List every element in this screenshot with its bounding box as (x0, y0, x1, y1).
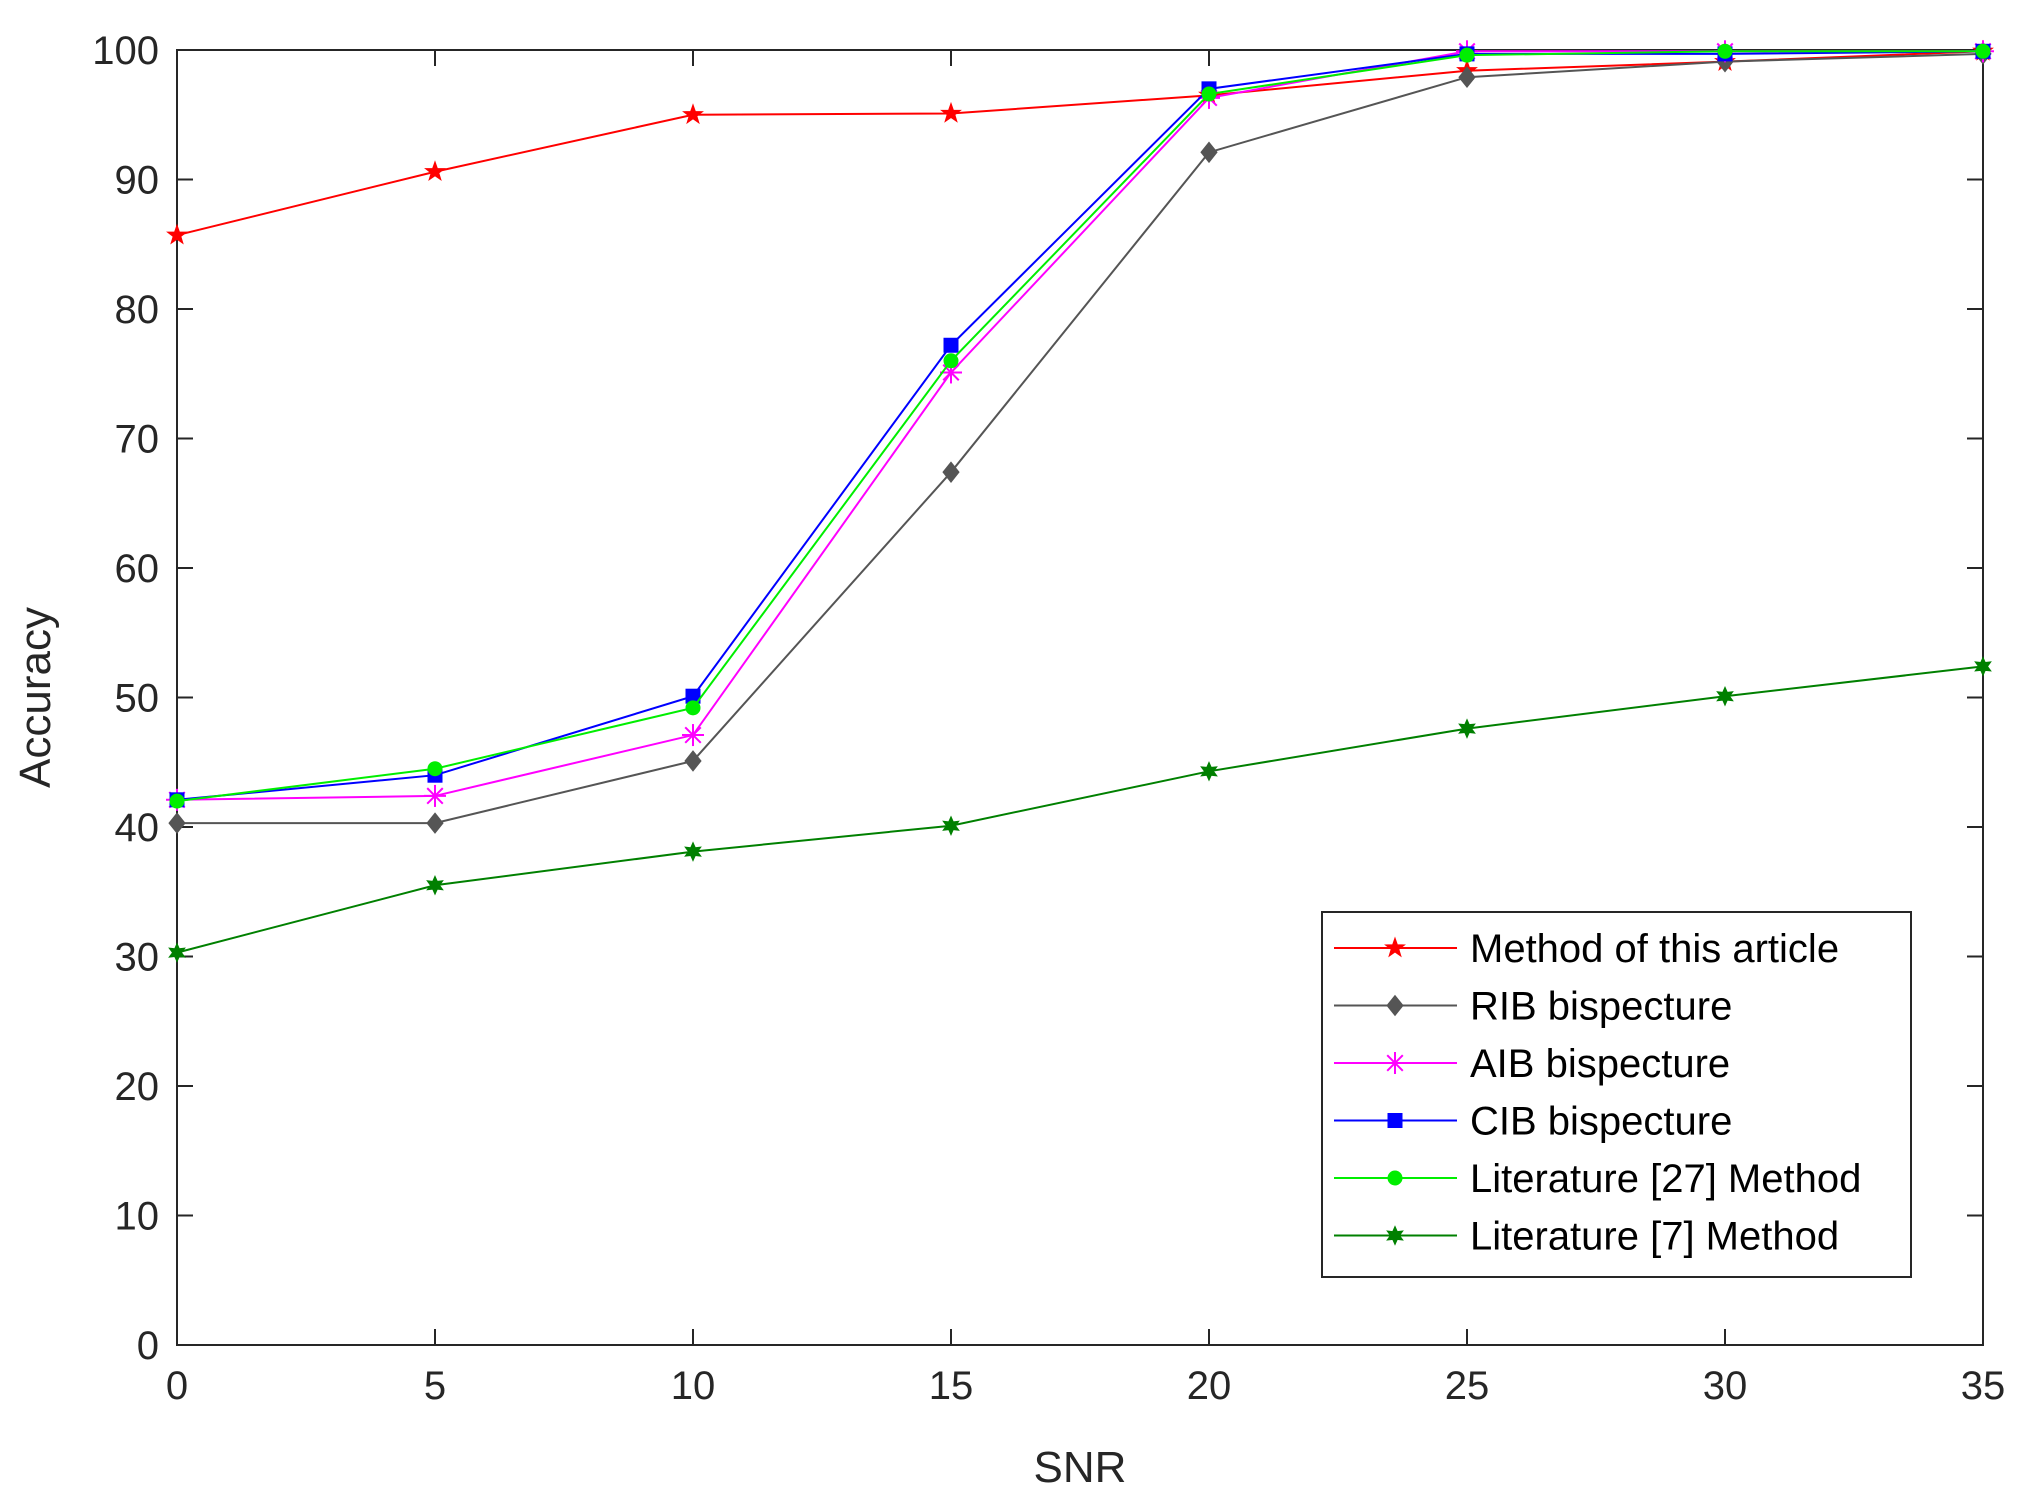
legend-marker (1387, 1170, 1403, 1186)
y-tick-label: 70 (115, 418, 160, 462)
y-tick-label: 10 (115, 1195, 160, 1239)
data-point (1717, 43, 1733, 59)
legend-label: CIB bispecture (1470, 1100, 1732, 1144)
legend-marker (1386, 1225, 1404, 1246)
legend-entry: AIB bispecture (1334, 1042, 1730, 1086)
data-point (168, 942, 186, 963)
data-point (943, 337, 959, 353)
data-point (424, 160, 446, 182)
x-tick-label: 35 (1961, 1364, 2006, 1408)
data-point (1200, 141, 1218, 164)
x-tick-label: 0 (166, 1364, 188, 1408)
data-point (426, 875, 444, 896)
x-tick-label: 20 (1187, 1364, 1232, 1408)
series-5 (168, 656, 1992, 963)
legend-entry: Literature [27] Method (1334, 1157, 1861, 1201)
y-tick-label: 30 (115, 936, 160, 980)
data-point (940, 101, 962, 123)
series-line (176, 665, 1984, 954)
legend-box (1321, 911, 1912, 1278)
data-point (1201, 86, 1217, 102)
data-point (1459, 47, 1475, 63)
data-point (1458, 66, 1476, 88)
data-point (426, 812, 444, 834)
y-axis-label: Accuracy (11, 607, 60, 788)
y-tick-label: 60 (115, 547, 160, 591)
data-point (1716, 685, 1734, 707)
series-line (177, 52, 1984, 825)
legend-entry: RIB bispecture (1334, 985, 1732, 1029)
y-tick-label: 100 (92, 29, 159, 73)
series-1 (168, 43, 1992, 834)
data-point (685, 700, 701, 716)
x-tick-label: 10 (671, 1364, 716, 1408)
y-tick-label: 40 (115, 806, 160, 850)
legend-label: Method of this article (1470, 927, 1839, 971)
data-point (684, 750, 702, 772)
y-tick-label: 90 (115, 159, 160, 203)
data-point (682, 103, 704, 125)
data-point (168, 812, 186, 834)
data-point (682, 724, 704, 747)
series-line (176, 50, 1983, 803)
legend-label: RIB bispecture (1470, 985, 1732, 1029)
legend-marker (1384, 1052, 1406, 1074)
y-tick-label: 50 (115, 677, 160, 721)
legend-label: Literature [7] Method (1470, 1215, 1839, 1259)
x-tick-label: 15 (929, 1364, 974, 1408)
data-point (684, 841, 702, 862)
data-point (942, 815, 960, 836)
data-point (166, 223, 188, 245)
legend-label: Literature [27] Method (1470, 1157, 1861, 1201)
data-point (424, 784, 446, 807)
legend-marker (1384, 936, 1406, 958)
legend-entry: Literature [7] Method (1334, 1215, 1839, 1259)
data-point (1974, 656, 1992, 677)
series-4 (169, 43, 1991, 809)
data-point (1200, 761, 1218, 782)
x-axis-label: SNR (1034, 1443, 1127, 1492)
x-tick-label: 25 (1445, 1364, 1490, 1408)
data-point (427, 761, 443, 777)
x-tick-label: 30 (1703, 1364, 1748, 1408)
legend-label: AIB bispecture (1470, 1042, 1730, 1086)
data-point (1458, 718, 1476, 739)
legend: Method of this article RIB bispecture AIB … (1321, 911, 1912, 1278)
legend-marker (1386, 994, 1404, 1017)
data-point (169, 793, 185, 809)
legend-marker (1387, 1113, 1403, 1128)
axis-ticks: 0 5 10 15 20 25 30 35 0 10 20 30 40 50 60 70 80 90 100 (92, 29, 2005, 1408)
series-line (176, 50, 1984, 801)
legend-entry: CIB bispecture (1334, 1100, 1732, 1144)
y-tick-label: 80 (115, 288, 160, 332)
series-line (176, 50, 1984, 237)
series-2 (166, 40, 1994, 811)
data-point (942, 461, 960, 483)
legend-entry: Method of this article (1334, 927, 1839, 971)
data-point (943, 353, 959, 369)
x-tick-label: 5 (424, 1364, 446, 1408)
y-tick-label: 0 (137, 1324, 159, 1368)
series-group (166, 39, 1994, 963)
data-point (1975, 43, 1991, 59)
y-tick-label: 20 (115, 1065, 160, 1109)
